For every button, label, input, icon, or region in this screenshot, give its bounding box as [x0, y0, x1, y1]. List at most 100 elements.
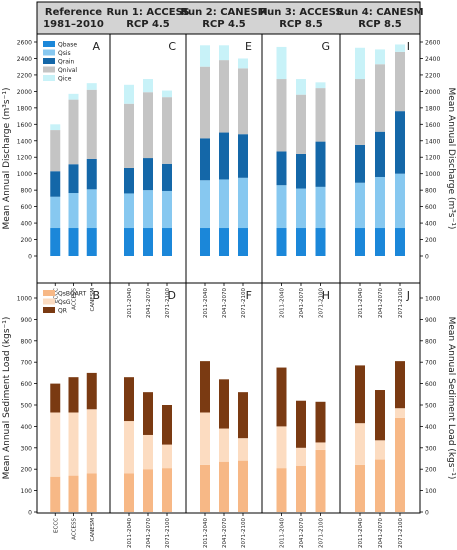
- bar-segment-qbase: [238, 228, 248, 256]
- y-tick-label-left: 1000: [17, 296, 32, 303]
- bar-segment-qnival: [395, 51, 405, 112]
- panel-letter: B: [92, 289, 100, 302]
- y-tick-label-left: 1800: [17, 105, 32, 112]
- panel-letter: I: [407, 40, 410, 53]
- bar-segment-qsg: [276, 426, 287, 469]
- panel-c: C 2011-2040 2041-2070 2071-2100: [109, 33, 187, 318]
- legend-label: QsG: [58, 299, 71, 306]
- legend-label: QR: [58, 308, 67, 315]
- x-tick-label: 2041-2070: [299, 288, 305, 318]
- bar-segment-qice: [162, 90, 172, 98]
- legend-label: Qice: [58, 76, 72, 83]
- bar-segment-qsg: [162, 444, 172, 469]
- y-tick-label-left: 900: [21, 317, 33, 324]
- bar-segment-qsg: [124, 421, 134, 474]
- header-subtitle: 1981–2010: [43, 19, 104, 30]
- x-tick-label: 2011-2040: [358, 518, 364, 548]
- panel-a: A ECCC ACCESS CANESM: [36, 33, 111, 312]
- y-tick-label-right: 800: [425, 338, 437, 345]
- bar-segment-qrain: [296, 153, 306, 189]
- bar-segment-qsg: [68, 412, 79, 476]
- y-tick-label-right: 600: [425, 204, 437, 211]
- y-tick-label-right: 300: [425, 445, 437, 452]
- x-tick-label: 2011-2040: [280, 518, 286, 548]
- bar-segment-qice: [200, 45, 210, 67]
- bar-segment-qsbqart: [200, 464, 210, 512]
- x-tick-label: 2011-2040: [358, 288, 364, 318]
- y-tick-label-left: 0: [28, 510, 32, 517]
- bar-segment-qr: [375, 390, 385, 441]
- bar-segment-qsis: [143, 190, 153, 229]
- y-tick-label-right: 400: [425, 221, 437, 228]
- y-tick-label-right: 1800: [425, 105, 440, 112]
- bar-segment-qbase: [50, 228, 61, 256]
- x-tick-label: 2071-2100: [241, 288, 247, 318]
- bar-segment-qbase: [86, 228, 97, 256]
- y-tick-label-right: 100: [425, 488, 437, 495]
- bar-segment-qrain: [50, 171, 61, 197]
- bar-segment-qice: [296, 79, 306, 95]
- y-tick-label-right: 800: [425, 188, 437, 195]
- x-tick-label: ACCESS: [72, 287, 78, 309]
- bar-segment-qr: [124, 377, 134, 422]
- x-tick-label: 2011-2040: [203, 518, 209, 548]
- header-band: [36, 1, 421, 35]
- y-axis-label-left: Mean Annual Sediment Load (kgs⁻¹): [2, 317, 12, 480]
- y-tick-label-right: 2000: [425, 89, 440, 96]
- x-tick-label: CANESM: [90, 288, 96, 312]
- header-subtitle: RCP 4.5: [202, 19, 246, 30]
- x-tick-label: CANESM: [90, 518, 96, 542]
- bar-segment-qsg: [395, 408, 405, 418]
- bar-segment-qsis: [355, 182, 365, 229]
- legend-swatch: [43, 41, 55, 47]
- x-tick-label: 2071-2100: [165, 518, 171, 548]
- legend-label: Qnival: [58, 67, 77, 74]
- legend-swatch: [43, 307, 55, 313]
- legend-label: QsBQART: [58, 291, 87, 298]
- y-tick-label-left: 100: [21, 488, 33, 495]
- y-tick-label-left: 600: [21, 204, 33, 211]
- bar-segment-qbase: [315, 228, 326, 256]
- bar-segment-qice: [238, 58, 248, 69]
- panel-j: J 2011-2040 2041-2070 2071-2100: [339, 282, 421, 548]
- x-tick-label: ECCC: [53, 518, 59, 533]
- bar-segment-qbase: [68, 228, 79, 256]
- panel-d: D 2011-2040 2041-2070 2071-2100: [109, 282, 187, 548]
- bar-segment-qsbqart: [395, 417, 405, 512]
- legend-label: Qrain: [58, 59, 75, 66]
- bar-segment-qice: [355, 47, 365, 80]
- bar-segment-qsbqart: [86, 473, 97, 512]
- bar-segment-qsg: [219, 428, 229, 462]
- bar-segment-qnival: [238, 68, 248, 135]
- bar-segment-qsis: [276, 185, 287, 229]
- panel-letter: F: [246, 289, 252, 302]
- panel-i: I 2011-2040 2041-2070 2071-2100: [339, 33, 421, 318]
- x-tick-label: 2011-2040: [280, 288, 286, 318]
- y-tick-label-right: 2600: [425, 40, 440, 47]
- panel-letter: J: [406, 289, 410, 302]
- bar-segment-qrain: [395, 111, 405, 174]
- bar-segment-qice: [143, 79, 153, 93]
- x-tick-label: 2071-2100: [319, 288, 325, 318]
- panel-letter: G: [321, 40, 330, 53]
- y-tick-label-right: 500: [425, 403, 437, 410]
- header-subtitle: RCP 8.5: [279, 19, 323, 30]
- panel-letter: C: [168, 40, 176, 53]
- x-tick-label: 2041-2070: [299, 518, 305, 548]
- y-axis-label-right: Mean Annual Discharge (m³s⁻¹): [446, 88, 456, 230]
- header-subtitle: RCP 8.5: [358, 19, 402, 30]
- bar-segment-qr: [315, 401, 326, 443]
- y-tick-label-right: 1000: [425, 171, 440, 178]
- bar-segment-qsis: [375, 176, 385, 229]
- legend-swatch: [43, 290, 55, 296]
- panel-f: F 2011-2040 2041-2070 2071-2100: [185, 282, 263, 548]
- bar-segment-qrain: [86, 158, 97, 190]
- bar-segment-qbase: [395, 228, 405, 256]
- bar-segment-qr: [50, 383, 61, 413]
- bar-segment-qsg: [86, 409, 97, 474]
- bar-segment-qice: [276, 46, 287, 80]
- bar-segment-qr: [355, 365, 365, 424]
